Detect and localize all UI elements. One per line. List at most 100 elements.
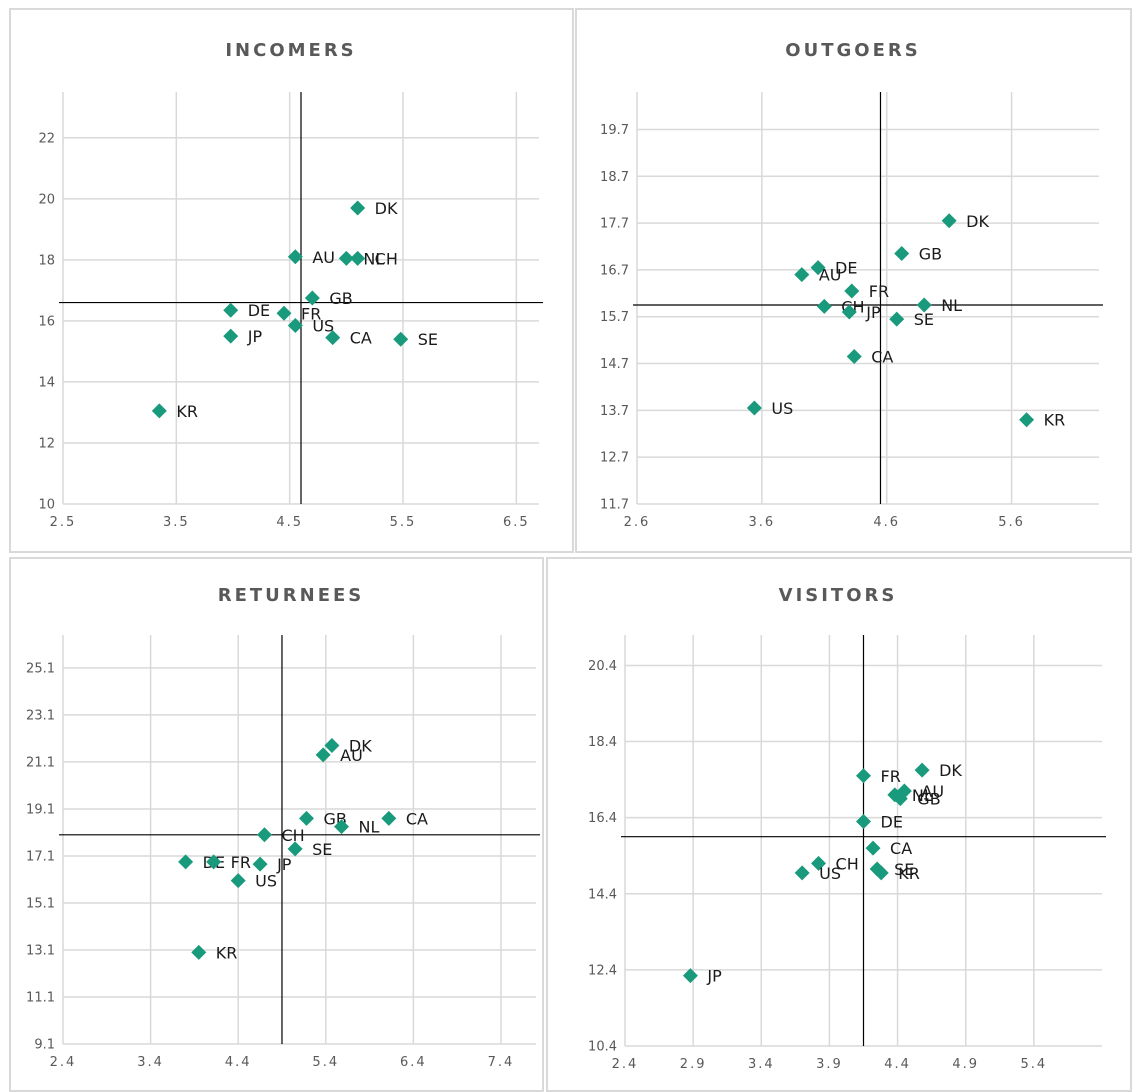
- incomers-y-tick-label: 16: [38, 314, 55, 329]
- outgoers-point-us: [746, 400, 762, 416]
- visitors-y-tick-label: 12.4: [588, 963, 617, 978]
- incomers-point-au: [287, 249, 303, 265]
- returnees-x-tick-label: 4.4: [225, 1055, 252, 1070]
- returnees-y-tick-label: 17.1: [26, 849, 55, 864]
- outgoers-point-label: FR: [869, 282, 889, 301]
- outgoers-point-label: GB: [919, 245, 942, 264]
- incomers-point-label: CH: [375, 249, 398, 268]
- outgoers-point-label: AU: [819, 266, 842, 285]
- incomers-y-tick-label: 14: [38, 375, 55, 390]
- visitors-y-tick-label: 18.4: [588, 735, 617, 750]
- outgoers-x-tick-label: 5.6: [998, 515, 1025, 530]
- visitors-point-label: CH: [836, 854, 859, 873]
- visitors-point-label: US: [819, 864, 841, 883]
- outgoers-point-dk: [941, 213, 957, 229]
- outgoers-point-label: CA: [871, 348, 893, 367]
- outgoers-point-fr: [844, 283, 860, 299]
- visitors-y-tick-label: 14.4: [588, 887, 617, 902]
- outgoers-y-tick-label: 14.7: [600, 357, 629, 372]
- visitors-chart: VISITORS 2.4 2.9 3.4 3.9 4.4 4.9 5.4 10.4 12.4 14.…: [546, 557, 1132, 1092]
- incomers-x-tick-label: 4.5: [276, 515, 303, 530]
- incomers-x-tick-label: 2.5: [50, 515, 77, 530]
- outgoers-point-de: [810, 260, 826, 276]
- visitors-point-dk: [914, 762, 930, 778]
- outgoers-point-label: KR: [1044, 411, 1066, 430]
- incomers-y-tick-label: 10: [38, 498, 55, 513]
- outgoers-y-tick-label: 16.7: [600, 263, 629, 278]
- visitors-point-label: DE: [881, 812, 903, 831]
- returnees-point-ch: [256, 827, 272, 843]
- returnees-point-label: NL: [359, 818, 380, 837]
- returnees-y-tick-label: 9.1: [34, 1038, 55, 1053]
- visitors-point-label: NL: [912, 786, 933, 805]
- visitors-point-de: [856, 813, 871, 829]
- incomers-point-de: [223, 302, 239, 318]
- outgoers-point-label: SE: [914, 310, 934, 329]
- incomers-y-tick-label: 22: [38, 131, 55, 146]
- outgoers-y-tick-label: 13.7: [600, 404, 629, 419]
- incomers-point-label: AU: [312, 248, 335, 267]
- incomers-point-se: [393, 331, 409, 347]
- returnees-point-de: [178, 854, 194, 870]
- outgoers-title: OUTGOERS: [785, 40, 920, 61]
- returnees-title: RETURNEES: [218, 585, 365, 606]
- returnees-point-gb: [299, 810, 315, 826]
- incomers-title: INCOMERS: [225, 40, 356, 61]
- incomers-point-dk: [350, 200, 366, 216]
- incomers-y-tick-label: 12: [38, 436, 55, 451]
- returnees-y-tick-label: 21.1: [26, 755, 55, 770]
- returnees-point-label: JP: [276, 855, 292, 874]
- visitors-point-label: AU: [921, 782, 944, 801]
- returnees-point-dk: [324, 737, 340, 753]
- outgoers-y-tick-label: 18.7: [600, 170, 629, 185]
- outgoers-point-label: DE: [835, 259, 857, 278]
- outgoers-point-ca: [846, 349, 862, 365]
- visitors-point-gb: [892, 791, 908, 807]
- visitors-x-tick-label: 3.4: [748, 1057, 775, 1072]
- incomers-point-label: KR: [176, 402, 198, 421]
- incomers-point-label: FR: [301, 304, 321, 323]
- returnees-point-label: AU: [340, 746, 363, 765]
- outgoers-point-label: US: [771, 399, 793, 418]
- returnees-point-jp: [252, 856, 268, 872]
- returnees-point-ca: [381, 810, 397, 826]
- returnees-point-label: FR: [231, 853, 251, 872]
- incomers-point-nl: [338, 250, 354, 266]
- visitors-x-tick-label: 5.4: [1021, 1057, 1048, 1072]
- visitors-x-tick-label: 3.9: [816, 1057, 843, 1072]
- outgoers-point-gb: [894, 246, 910, 262]
- visitors-x-tick-label: 4.4: [884, 1057, 911, 1072]
- incomers-x-tick-label: 3.5: [163, 515, 190, 530]
- incomers-point-label: GB: [329, 289, 352, 308]
- returnees-point-us: [230, 873, 246, 889]
- outgoers-y-tick-label: 12.7: [600, 451, 629, 466]
- incomers-point-us: [287, 317, 303, 333]
- returnees-point-fr: [206, 854, 222, 870]
- outgoers-point-label: DK: [966, 212, 989, 231]
- incomers-plot: INCOMERS 2.5 3.5 4.5 5.5 6.5 10 12 14 16 18 20 22 DK A…: [38, 40, 543, 530]
- visitors-point-fr: [856, 768, 871, 784]
- visitors-x-tick-label: 2.9: [680, 1057, 707, 1072]
- returnees-x-tick-label: 5.4: [312, 1055, 339, 1070]
- incomers-point-kr: [151, 403, 167, 419]
- outgoers-point-se: [889, 311, 905, 327]
- returnees-point-se: [287, 841, 303, 857]
- visitors-point-label: SE: [894, 860, 914, 879]
- visitors-y-tick-label: 10.4: [588, 1040, 617, 1055]
- incomers-x-tick-label: 5.5: [390, 515, 417, 530]
- incomers-point-gb: [304, 290, 320, 306]
- returnees-point-label: KR: [216, 943, 238, 962]
- incomers-point-jp: [223, 328, 239, 344]
- returnees-point-kr: [191, 944, 207, 960]
- returnees-x-tick-label: 6.4: [400, 1055, 427, 1070]
- outgoers-y-tick-label: 17.7: [600, 217, 629, 232]
- incomers-x-tick-label: 6.5: [503, 515, 530, 530]
- visitors-point-jp: [682, 968, 698, 984]
- outgoers-x-tick-label: 2.6: [624, 515, 651, 530]
- visitors-point-us: [794, 865, 810, 881]
- visitors-plot: VISITORS 2.4 2.9 3.4 3.9 4.4 4.9 5.4 10.4 12.4 14.…: [588, 585, 1106, 1072]
- visitors-point-label: JP: [706, 967, 722, 986]
- returnees-point-label: CA: [406, 809, 428, 828]
- returnees-y-tick-label: 11.1: [26, 990, 55, 1005]
- incomers-point-label: CA: [350, 329, 372, 348]
